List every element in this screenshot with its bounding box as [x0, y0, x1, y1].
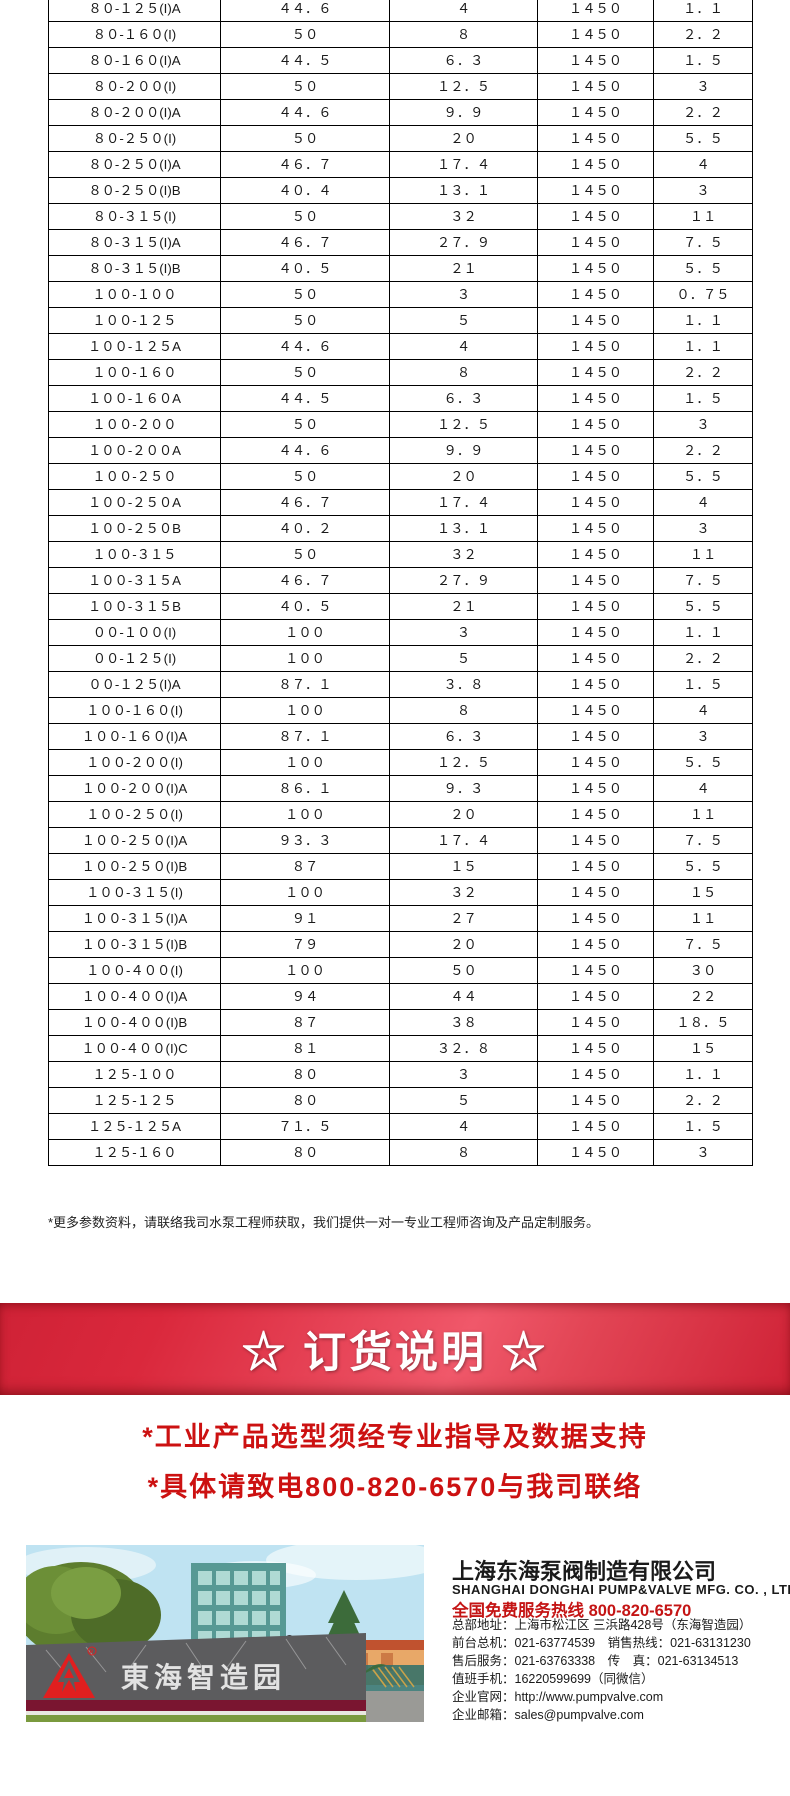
svg-text:東海智造园: 東海智造园 — [121, 1662, 286, 1693]
svg-text:R: R — [90, 1650, 94, 1656]
